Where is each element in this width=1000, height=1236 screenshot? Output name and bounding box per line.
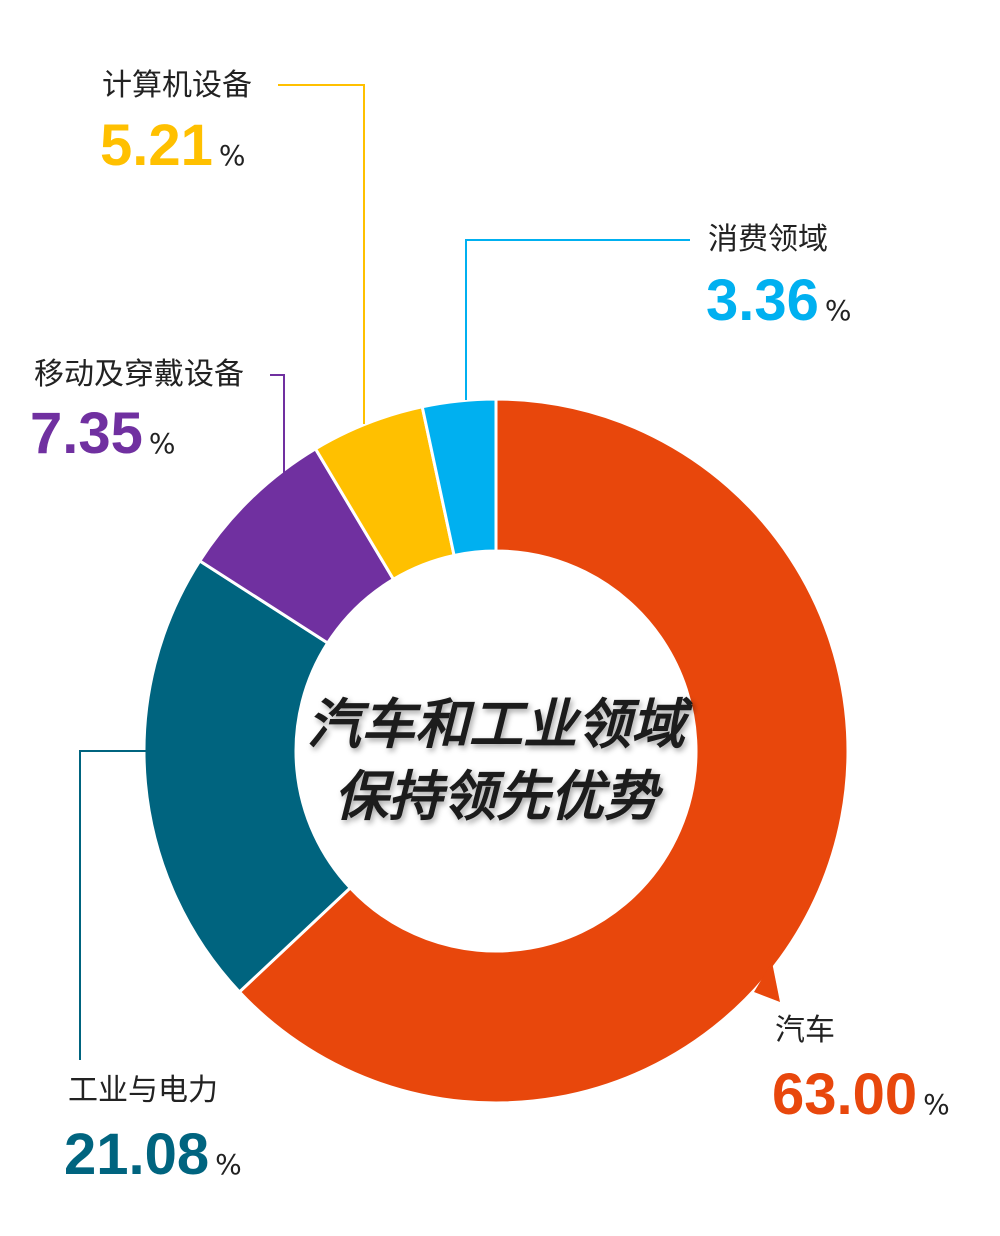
- center-title-line-2: 保持领先优势: [334, 765, 664, 828]
- slice-value-label-2: 7.35%: [30, 401, 176, 466]
- slice-name-label-1: 工业与电力: [68, 1073, 218, 1108]
- slice-value-label-1: 21.08%: [64, 1122, 242, 1187]
- slice-name-label-2: 移动及穿戴设备: [34, 357, 244, 392]
- center-title: 汽车和工业领域 保持领先优势: [307, 693, 693, 828]
- leader-line-2: [270, 374, 285, 474]
- slice-name-label-0: 汽车: [775, 1013, 835, 1048]
- donut-slices: [142, 397, 850, 1105]
- slice-name-label-3: 计算机设备: [102, 68, 252, 103]
- slice-4: [420, 397, 498, 558]
- center-title-line-1: 汽车和工业领域: [307, 693, 693, 756]
- slice-labels: 汽车 63.00 % 工业与电力 21.08 % 移动及穿戴设备 7.35 % 计算机设备 5.21…: [30, 68, 950, 1187]
- leader-line-1: [79, 750, 148, 1060]
- slice-value-label-0: 63.00%: [772, 1062, 950, 1127]
- slice-value-label-4: 3.36%: [706, 268, 852, 333]
- leader-lines: [79, 84, 780, 1060]
- slice-name-label-4: 消费领域: [708, 222, 828, 257]
- slice-1: [142, 558, 353, 995]
- slice-value-label-3: 5.21%: [100, 113, 246, 178]
- leader-line-4: [465, 239, 690, 400]
- slice-0: [237, 397, 850, 1105]
- slice-pointer-0: [754, 962, 780, 1002]
- leader-line-3: [278, 84, 365, 424]
